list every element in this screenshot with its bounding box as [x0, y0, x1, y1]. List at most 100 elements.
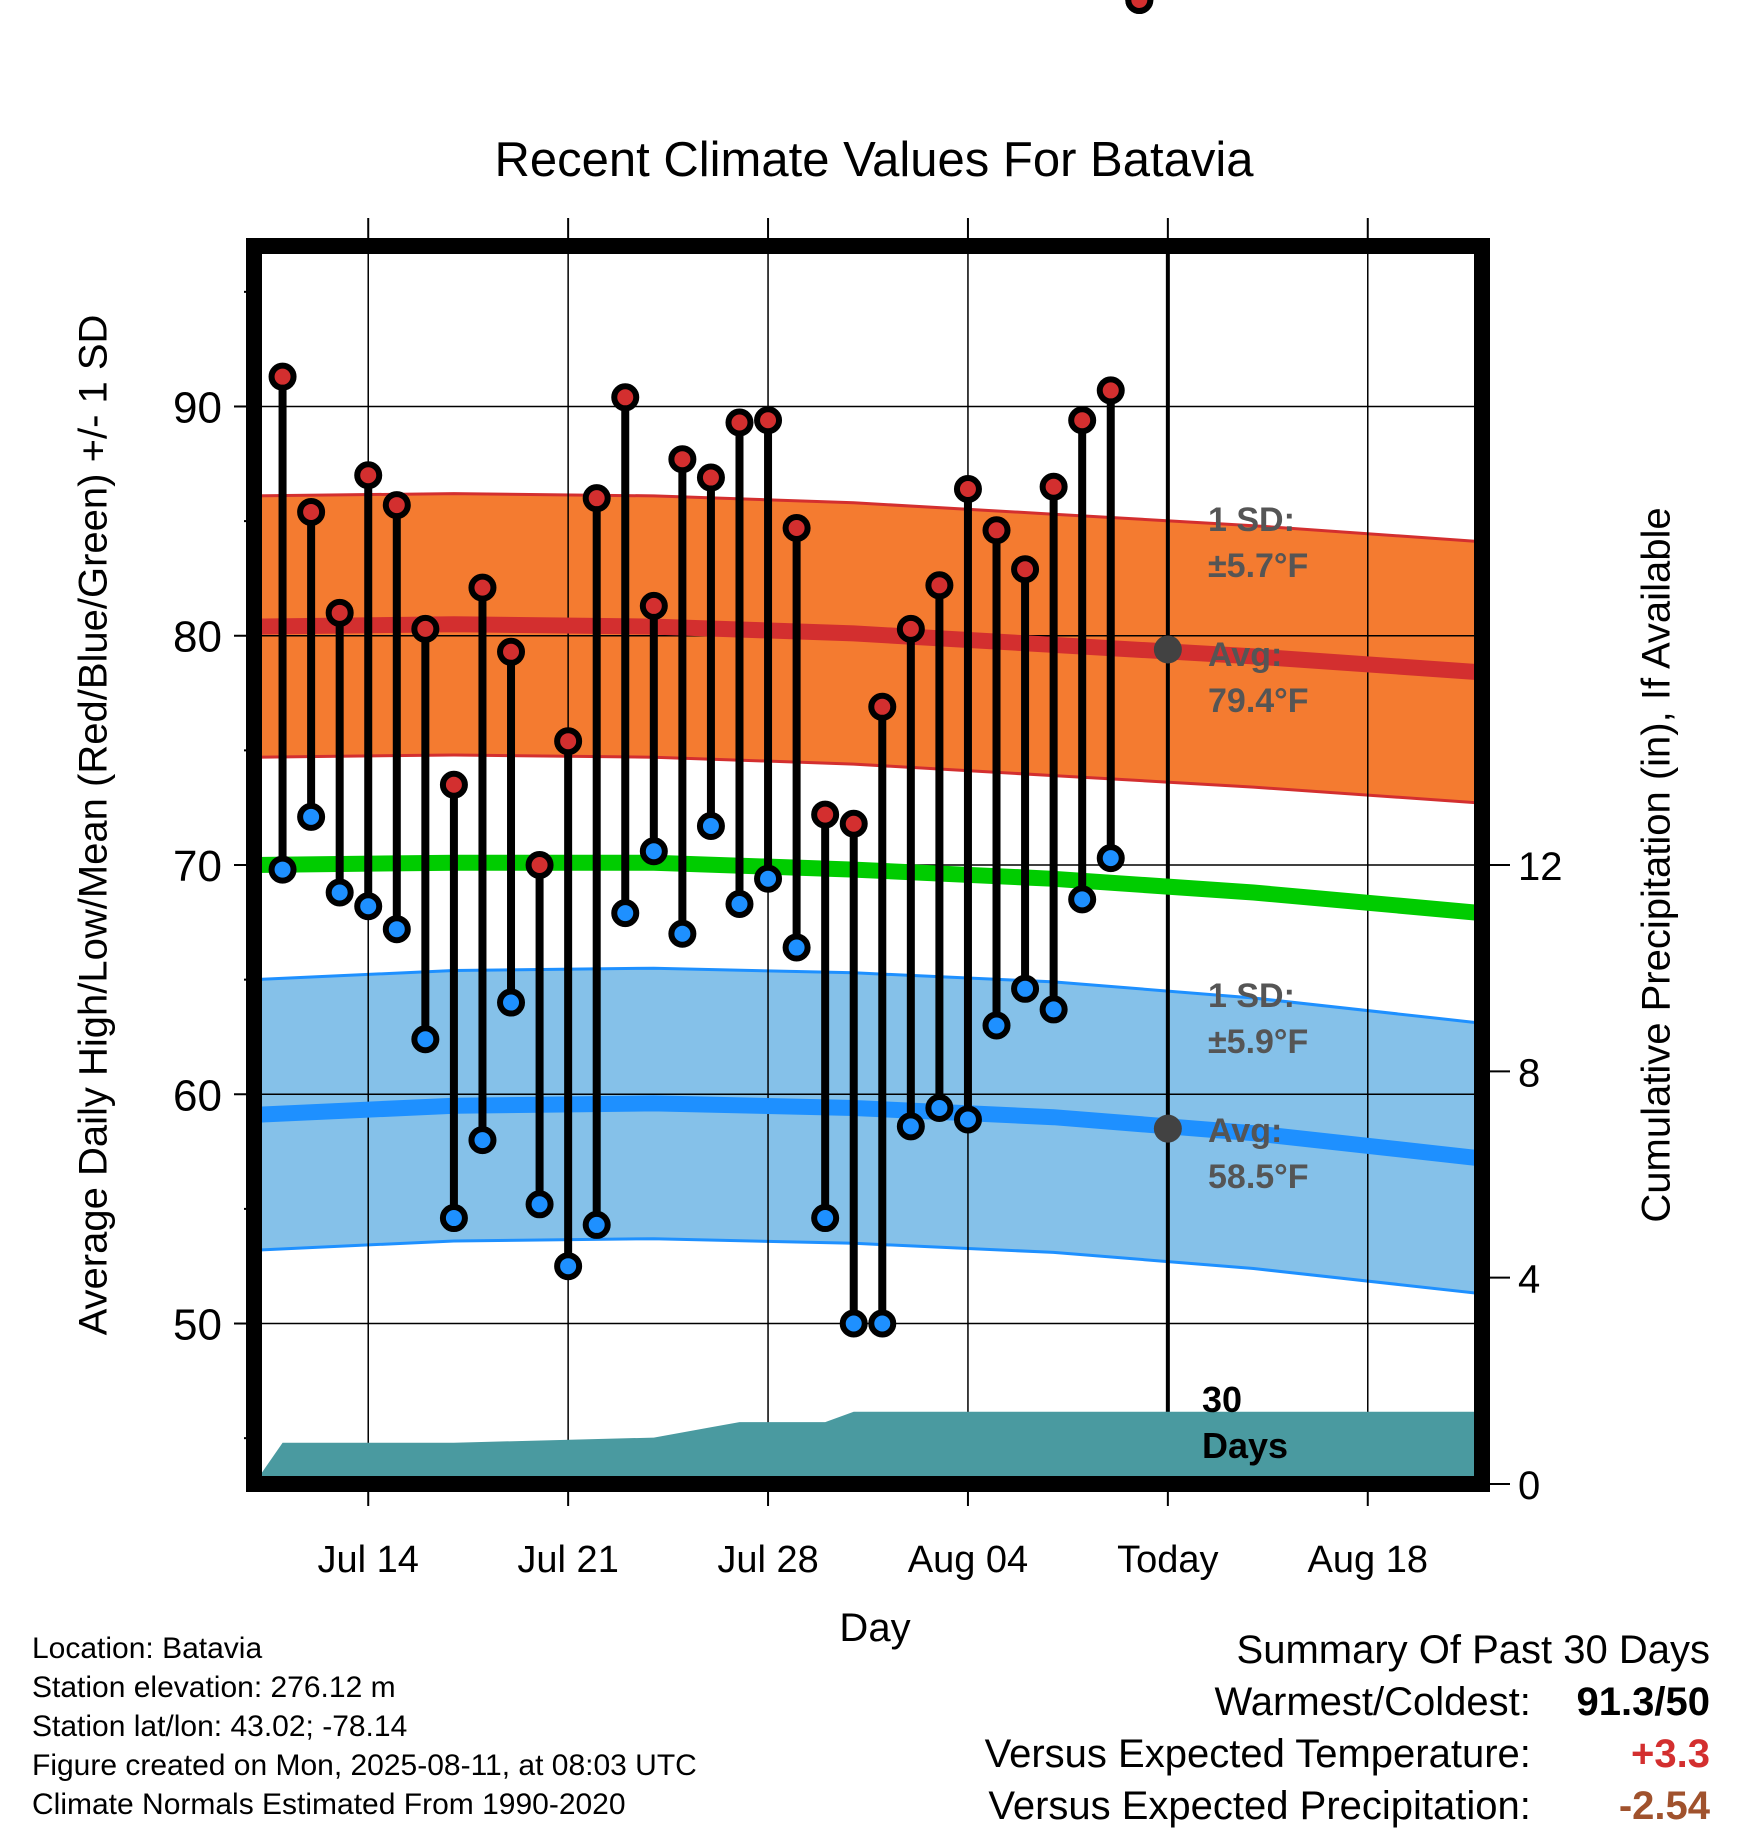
elevation-text: Station elevation: 276.12 m [32, 1671, 396, 1704]
daily-low-point [925, 1094, 954, 1123]
daily-high-point [468, 573, 497, 602]
today-avg-marker [1153, 1114, 1182, 1143]
daily-high-point [896, 614, 925, 643]
y2-tick-label: 4 [1518, 1258, 1540, 1302]
daily-high-point [868, 692, 897, 721]
daily-low-point [982, 1011, 1011, 1040]
y-tick-label: 70 [173, 842, 222, 891]
y-tick-label: 50 [173, 1301, 222, 1350]
normal-mean-line [254, 854, 1482, 922]
normal-high-line [254, 616, 1482, 681]
daily-high-point [1096, 376, 1125, 405]
summary-precip-row: Versus Expected Precipitation: -2.54 [985, 1780, 1710, 1832]
x-tick-label: Aug 04 [908, 1539, 1028, 1581]
y2-tick-label: 8 [1518, 1051, 1540, 1095]
warmest-label: Warmest/Coldest: [1214, 1680, 1531, 1724]
plot-frame [246, 238, 1490, 1492]
daily-low-point [582, 1210, 611, 1239]
x-axis-label: Day [839, 1606, 911, 1650]
daily-low-point [268, 855, 297, 884]
daily-high-point [696, 463, 725, 492]
daily-high-point [639, 591, 668, 620]
window-label-days: Days [1202, 1425, 1288, 1466]
daily-high-point [354, 461, 383, 490]
station-info: Location: Batavia Station elevation: 276… [32, 1629, 697, 1824]
daily-low-point [525, 1190, 554, 1219]
daily-high-point [582, 484, 611, 513]
location-text: Location: Batavia [32, 1632, 263, 1665]
precip-value: -2.54 [1618, 1784, 1710, 1828]
daily-high-point [839, 809, 868, 838]
daily-low-point [1011, 974, 1040, 1003]
daily-high-point [382, 491, 411, 520]
high-avg-label: Avg: [1208, 636, 1282, 674]
created-text: Figure created on Mon, 2025-08-11, at 08… [32, 1749, 697, 1782]
precip-label: Versus Expected Precipitation: [988, 1784, 1531, 1828]
precip-area [254, 1411, 1482, 1484]
y2-axis-label: Cumulative Precipitation (in), If Availa… [1634, 507, 1679, 1223]
high-sd-value: ±5.7°F [1208, 547, 1308, 585]
daily-low-point [811, 1204, 840, 1233]
daily-low-point [411, 1025, 440, 1054]
y-tick-label: 60 [173, 1071, 222, 1120]
daily-low-point [439, 1204, 468, 1233]
daily-high-point [953, 475, 982, 504]
daily-high-point [782, 513, 811, 542]
low-sd-label: 1 SD: [1208, 977, 1295, 1015]
daily-low-point [354, 892, 383, 921]
x-tick-label: Jul 14 [318, 1539, 419, 1581]
daily-low-point [668, 919, 697, 948]
daily-high-point [925, 571, 954, 600]
low-avg-label: Avg: [1208, 1112, 1282, 1150]
daily-high-point [1039, 472, 1068, 501]
daily-high-point [982, 516, 1011, 545]
low-avg-value: 58.5°F [1208, 1158, 1309, 1196]
daily-low-point [725, 889, 754, 918]
daily-high-point [611, 383, 640, 412]
daily-high-point [268, 362, 297, 391]
daily-low-point [468, 1126, 497, 1155]
daily-high-point [754, 406, 783, 435]
daily-low-point [896, 1112, 925, 1141]
daily-high-point [1011, 555, 1040, 584]
latlon-text: Station lat/lon: 43.02; -78.14 [32, 1710, 408, 1743]
window-label-30: 30 [1202, 1379, 1242, 1420]
x-tick-label: Jul 28 [717, 1539, 818, 1581]
chart-title: Recent Climate Values For Batavia [494, 133, 1254, 187]
high-avg-value: 79.4°F [1208, 682, 1309, 720]
daily-low-point [1068, 885, 1097, 914]
y-tick-label: 80 [173, 613, 222, 662]
high-sd-label: 1 SD: [1208, 501, 1295, 539]
daily-high-point [668, 445, 697, 474]
daily-low-point [1039, 995, 1068, 1024]
daily-low-point [325, 878, 354, 907]
x-tick-label: Jul 21 [517, 1539, 618, 1581]
daily-low-point [696, 812, 725, 841]
daily-high-point [497, 637, 526, 666]
daily-low-point [639, 837, 668, 866]
daily-low-point [1096, 844, 1125, 873]
low-sd-band [254, 966, 1482, 1296]
normals-text: Climate Normals Estimated From 1990-2020 [32, 1788, 626, 1821]
daily-high-point [439, 770, 468, 799]
daily-low-point [782, 933, 811, 962]
high-sd-band [254, 492, 1482, 805]
temp-label: Versus Expected Temperature: [984, 1732, 1531, 1776]
daily-high-point [725, 408, 754, 437]
daily-high-point [411, 614, 440, 643]
daily-high-point [1125, 0, 1154, 14]
daily-low-point [297, 802, 326, 831]
daily-high-point [811, 800, 840, 829]
daily-high-point [1068, 406, 1097, 435]
daily-high-point [554, 727, 583, 756]
daily-low-point [554, 1252, 583, 1281]
summary-heading: Summary Of Past 30 Days [1236, 1628, 1710, 1672]
daily-high-point [525, 851, 554, 879]
summary-warmest-row: Warmest/Coldest: 91.3/50 [985, 1676, 1711, 1728]
y2-tick-label: 12 [1518, 845, 1563, 889]
warmest-value: 91.3/50 [1576, 1680, 1710, 1724]
x-tick-label: Today [1117, 1539, 1218, 1581]
summary-temp-row: Versus Expected Temperature: +3.3 [985, 1728, 1710, 1780]
y-tick-label: 90 [173, 383, 222, 432]
